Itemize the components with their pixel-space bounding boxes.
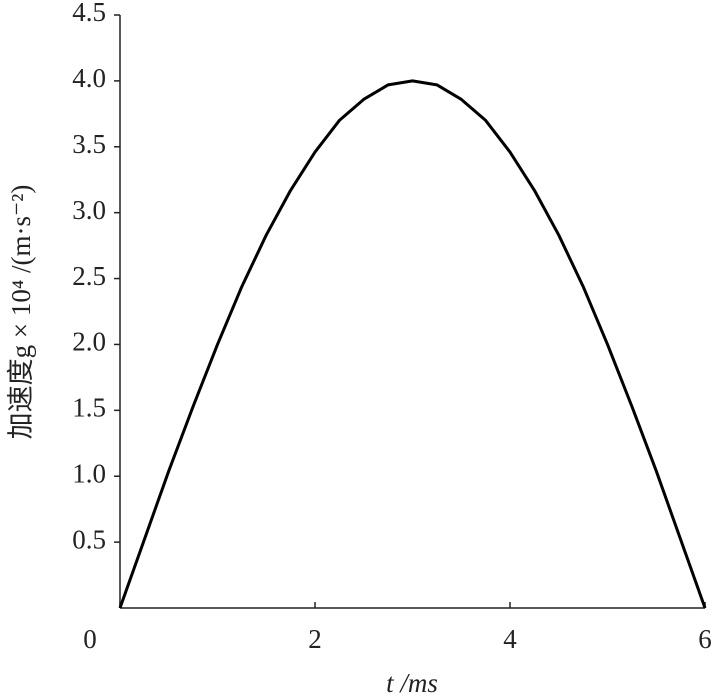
y-tick-label: 1.0 xyxy=(72,458,106,488)
y-tick-label: 1.5 xyxy=(72,393,106,423)
x-tick-label: 6 xyxy=(698,624,712,654)
y-tick-label: 3.0 xyxy=(72,195,106,225)
line-series xyxy=(118,79,707,609)
x-axis-label: t /ms xyxy=(386,668,438,698)
x-tick-label: 0 xyxy=(83,624,97,654)
y-tick-label: 4.5 xyxy=(72,0,106,27)
y-tick-label: 4.0 xyxy=(72,63,106,93)
y-axis-label: 加速度g × 10⁴ /(m·s⁻²) xyxy=(6,185,36,440)
y-tick-label: 0.5 xyxy=(72,524,106,554)
x-tick-label: 2 xyxy=(308,624,322,654)
y-tick-label: 2.0 xyxy=(72,327,106,357)
x-tick-label: 4 xyxy=(503,624,517,654)
y-tick-label: 2.5 xyxy=(72,261,106,291)
y-tick-label: 3.5 xyxy=(72,129,106,159)
